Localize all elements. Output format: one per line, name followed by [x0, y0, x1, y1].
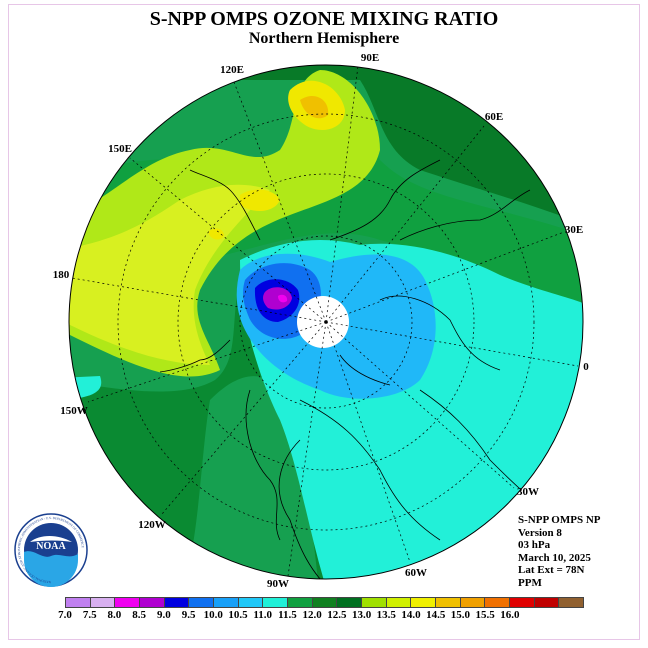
figure-frame [8, 4, 640, 640]
info-line: Version 8 [518, 526, 562, 539]
color-bar-tick-label: 8.5 [132, 609, 147, 621]
color-bar-swatch [115, 598, 141, 607]
color-bar-tick-label: 8.0 [107, 609, 122, 621]
color-bar-swatch [411, 598, 437, 607]
product-info: S-NPP OMPS NP Version 8 03 hPa March 10,… [518, 514, 601, 590]
color-bar-swatch [66, 598, 91, 607]
color-bar-swatch [288, 598, 313, 607]
lon-label: 60W [405, 567, 427, 579]
lon-label: 90W [267, 578, 289, 590]
color-bar-tick-label: 14.5 [426, 609, 446, 621]
color-bar-tick-label: 9.5 [181, 609, 196, 621]
color-bar-swatch [362, 598, 387, 607]
color-bar-swatch [140, 598, 165, 607]
lon-label: 180 [53, 269, 70, 281]
noaa-logo: NOAA NATIONAL OCEANIC AND ATMOSPHERIC AD… [14, 513, 88, 587]
color-bar-swatch [312, 598, 338, 607]
color-bar-tick-label: 10.0 [203, 609, 223, 621]
color-bar-swatch [337, 598, 363, 607]
color-bar-swatch [189, 598, 215, 607]
color-bar-tick-label: 9.0 [156, 609, 171, 621]
color-bar-swatch [263, 598, 289, 607]
longitude-labels: 90E 60E 30E 0 30W 60W 90W 120W 150W 180 … [53, 52, 590, 590]
color-bar-tick-label: 14.0 [401, 609, 421, 621]
color-bar [65, 597, 584, 608]
color-bar-swatch [436, 598, 461, 607]
color-bar-tick-label: 7.5 [82, 609, 97, 621]
info-line: March 10, 2025 [518, 551, 591, 564]
color-bar-swatch [238, 598, 264, 607]
color-bar-tick-label: 10.5 [228, 609, 248, 621]
info-line: PPM [518, 576, 542, 589]
map-subtitle: Northern Hemisphere [248, 30, 400, 47]
lon-label: 30E [565, 224, 583, 236]
color-bar-swatch [485, 598, 511, 607]
lon-label: 120W [138, 519, 166, 531]
color-bar-swatch [386, 598, 412, 607]
color-bar-tick-label: 16.0 [500, 609, 520, 621]
color-bar-tick-label: 13.5 [376, 609, 396, 621]
lon-label: 150W [60, 405, 88, 417]
lon-label: 60E [485, 111, 503, 123]
color-bar-tick-label: 7.0 [58, 609, 72, 621]
color-bar-swatch [460, 598, 486, 607]
map-boundary [68, 64, 584, 580]
color-bar-tick-label: 12.5 [327, 609, 347, 621]
lon-label: 0 [583, 361, 589, 373]
lon-label: 90E [361, 52, 379, 64]
color-bar-ticks: 7.0 7.5 8.0 8.5 9.0 9.5 10.0 10.5 11.0 11.5 12.0 12… [53, 609, 596, 623]
color-bar-tick-label: 12.0 [302, 609, 322, 621]
color-bar-tick-label: 13.0 [351, 609, 372, 621]
noaa-logo-text: NOAA [36, 541, 66, 552]
lon-label: 30W [517, 486, 539, 498]
info-line: Lat Ext = 78N [518, 564, 585, 577]
color-bar-tick-label: 11.5 [278, 609, 297, 621]
color-bar-swatch [534, 598, 560, 607]
color-bar-swatch [90, 598, 116, 607]
color-bar-tick-label: 15.5 [475, 609, 495, 621]
lon-label: 150E [108, 143, 132, 155]
map-title: S-NPP OMPS OZONE MIXING RATIO [149, 8, 499, 30]
color-bar-tick-label: 11.0 [253, 609, 273, 621]
color-bar-tick-label: 15.0 [450, 609, 471, 621]
graticule [71, 65, 579, 577]
lon-label: 120E [220, 64, 244, 76]
info-line: 03 hPa [518, 539, 551, 552]
color-bar-swatch [164, 598, 190, 607]
color-bar-swatch [559, 598, 584, 607]
color-bar-swatch [510, 598, 535, 607]
color-bar-swatch [214, 598, 239, 607]
info-line: S-NPP OMPS NP [518, 514, 601, 526]
